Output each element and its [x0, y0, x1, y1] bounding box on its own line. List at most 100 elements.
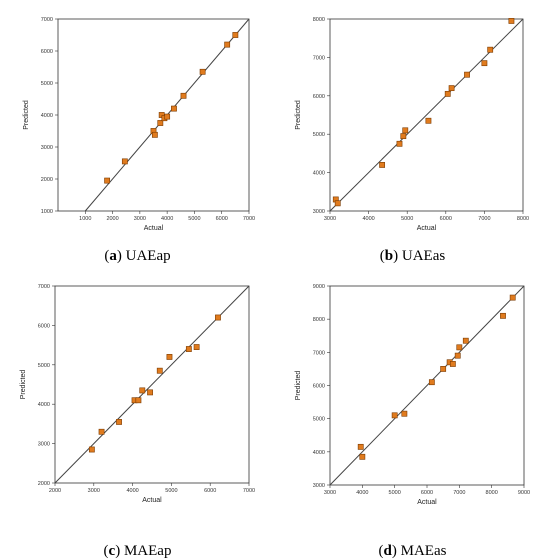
panel-d-diagonal-line: [329, 285, 525, 486]
panel-c-x-axis-label: Actual: [142, 497, 162, 504]
panel-c-data-point: [116, 419, 122, 425]
panel-a-y-tick-label: 4000: [41, 113, 53, 119]
panel-d-data-point: [440, 366, 447, 372]
panel-c-data-point: [156, 367, 163, 374]
panel-b-y-tick-label: 3000: [313, 209, 325, 215]
panel-a-data-point: [224, 41, 231, 48]
panel-b-data-point: [400, 133, 407, 140]
panel-b-x-tick-label: 7000: [478, 216, 490, 222]
panel-d-data-point: [456, 344, 463, 351]
panel-c-x-tick-label: 2000: [49, 488, 61, 494]
panel-c-data-point: [135, 397, 142, 404]
panel-d-y-tick-label: 6000: [313, 384, 325, 390]
panel-d-data-point: [359, 453, 366, 460]
panel-c-data-point: [98, 428, 105, 435]
panel-c-chart: 2000 3000 4000 5000 6000 7000 2000 3000 4000 5000…: [20, 284, 255, 504]
panel-b-data-point: [508, 18, 515, 24]
panel-a-caption: (a) UAEap: [104, 248, 171, 264]
panel-d-data-point: [509, 294, 516, 301]
panel-d-data-point: [401, 410, 408, 417]
panel-a-data-point: [180, 92, 187, 99]
panel-c-letter: c: [108, 543, 116, 559]
panel-b-data-point: [334, 200, 341, 207]
panel-d-y-tick-label: 9000: [313, 284, 325, 290]
panel-b-x-tick-label: 4000: [362, 216, 374, 222]
panel-b-x-tick-label: 5000: [401, 216, 413, 222]
panel-a-y-tick-label: 1000: [41, 209, 53, 215]
panel-a-x-tick-label: 5000: [188, 216, 200, 222]
panel-b-y-tick-label: 5000: [313, 132, 325, 138]
panel-c-data-point: [193, 344, 200, 350]
panel-a-y-tick-label: 3000: [41, 145, 53, 151]
panel-b-letter: b: [384, 248, 394, 264]
panel-d-x-tick-label: 8000: [486, 490, 498, 496]
panel-a-data-point: [171, 105, 177, 112]
panel-a-data-point: [104, 177, 111, 184]
panel-d-name: MAEas: [400, 543, 447, 559]
panel-d-x-tick-label: 6000: [421, 490, 433, 496]
panel-b-y-axis-label: Predicted: [295, 100, 302, 130]
panel-b-y-tick-label: 7000: [313, 55, 325, 61]
panel-b-name: UAEas: [401, 248, 446, 264]
panel-d-x-tick-label: 7000: [453, 490, 465, 496]
panel-d-x-tick-label: 9000: [518, 490, 530, 496]
panel-a-x-axis-label: Actual: [144, 225, 164, 232]
panel-c-x-tick-label: 3000: [88, 488, 100, 494]
panel-c-x-tick-label: 6000: [204, 488, 216, 494]
panel-c-y-tick-label: 7000: [38, 284, 50, 290]
panel-b-chart: 3000 4000 5000 6000 7000 8000 3000 4000 5000 6000…: [295, 17, 529, 232]
panel-d-data-point: [462, 337, 469, 344]
panel-a-y-tick-label: 6000: [41, 49, 53, 55]
panel-a-y-axis-label: Predicted: [23, 100, 30, 130]
panel-d-letter: d: [383, 543, 392, 559]
panel-c-data-point: [215, 314, 221, 321]
panel-b-data-point: [396, 140, 403, 147]
panel-c-x-tick-label: 4000: [126, 488, 138, 494]
panel-a-data-point: [199, 68, 206, 75]
panel-d-x-tick-label: 4000: [356, 490, 368, 496]
panel-d-y-tick-label: 7000: [313, 350, 325, 356]
panel-b-caption: (b) UAEas: [379, 248, 446, 264]
panel-c-data-point: [147, 389, 153, 396]
panel-a-data-point: [157, 120, 164, 126]
panel-a-x-tick-label: 3000: [134, 216, 146, 222]
panel-d-data-point: [454, 352, 461, 359]
panel-d-data-point: [500, 312, 506, 319]
panel-b-data-point: [464, 71, 470, 78]
panel-b-data-point: [448, 85, 455, 92]
panel-c-name: MAEap: [123, 543, 172, 559]
panel-d-data-point: [428, 379, 435, 386]
panel-c-y-tick-label: 2000: [38, 481, 50, 487]
panel-d-y-tick-label: 5000: [313, 417, 325, 423]
panel-a-chart: 1000 2000 3000 4000 5000 6000 7000 1000 2000 3000…: [23, 17, 255, 232]
panel-b-data-point: [444, 90, 451, 97]
panel-d-y-axis-label: Predicted: [295, 371, 302, 401]
panel-a-x-tick-label: 7000: [243, 216, 255, 222]
panel-d-data-point: [357, 443, 364, 450]
panel-a-x-tick-label: 6000: [216, 216, 228, 222]
panel-a-x-tick-label: 1000: [79, 216, 91, 222]
panel-d-x-axis-label: Actual: [417, 499, 437, 506]
panel-a-data-point: [164, 113, 171, 120]
panel-c-data-point: [166, 354, 173, 360]
panel-c-y-tick-label: 6000: [38, 323, 50, 329]
panel-d-data-point: [391, 412, 398, 419]
panel-c-data-point: [139, 387, 146, 394]
panel-a-data-point: [232, 32, 239, 38]
panel-a-data-point: [151, 131, 158, 138]
panel-a-y-tick-label: 7000: [41, 17, 53, 23]
panel-b-x-tick-label: 3000: [324, 216, 336, 222]
panel-b-x-axis-label: Actual: [417, 225, 437, 232]
panel-c-data-point: [185, 346, 192, 352]
panel-a-y-tick-label: 2000: [41, 177, 53, 183]
panel-b-data-point: [379, 162, 386, 168]
panel-a-name: UAEap: [125, 248, 171, 264]
panel-c-data-point: [88, 446, 95, 453]
panel-a-x-tick-label: 2000: [106, 216, 118, 222]
panel-b-data-point: [402, 127, 409, 134]
panel-d-y-tick-label: 3000: [313, 483, 325, 489]
panel-a-y-tick-label: 5000: [41, 81, 53, 87]
panel-d-chart: 3000 4000 5000 6000 7000 8000 9000 3000 4000 5000…: [295, 284, 530, 506]
panel-c-y-axis-label: Predicted: [20, 370, 27, 400]
